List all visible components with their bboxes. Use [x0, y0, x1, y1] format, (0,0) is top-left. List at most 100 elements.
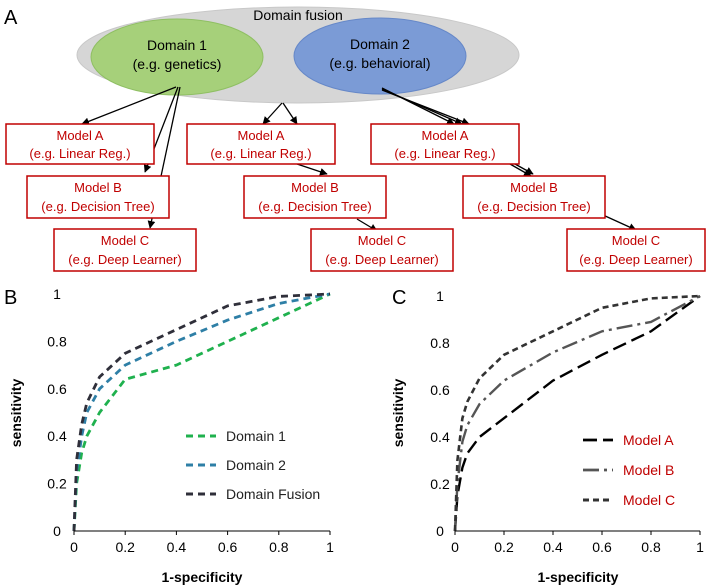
y-tick-label: 0.6	[47, 381, 67, 397]
x-tick-label: 0.2	[494, 539, 514, 555]
y-tick-label: 0.8	[47, 333, 67, 349]
x-tick-label: 0.2	[115, 539, 135, 555]
legend-label: Model A	[623, 432, 674, 448]
model-b-title: Model B	[510, 180, 558, 195]
chart-tick-group: 0 0.2 0.4 0.6 0.8 1 0 0.2 0.4 0.6 0.8 1	[47, 286, 334, 555]
series-line-model-b	[453, 294, 701, 532]
model-b-box-3: Model B (e.g. Decision Tree)	[462, 175, 606, 219]
panel-label-b: B	[4, 287, 17, 309]
model-a-box-1: Model A (e.g. Linear Reg.)	[5, 123, 155, 165]
model-c-box-2: Model C (e.g. Deep Learner)	[310, 228, 454, 272]
x-tick-label: 0	[70, 539, 78, 555]
x-tick-label: 1	[326, 539, 334, 555]
model-box-frame	[5, 123, 155, 165]
model-a-subtitle: (e.g. Linear Reg.)	[29, 146, 130, 161]
domain1-subtitle: (e.g. genetics)	[133, 56, 222, 72]
y-tick-label: 0	[436, 523, 444, 539]
model-a-title: Model A	[238, 128, 285, 143]
model-c-title: Model C	[101, 233, 149, 248]
y-tick-label: 0.8	[430, 335, 450, 351]
series-line-model-a	[453, 295, 701, 532]
model-c-box-3: Model C (e.g. Deep Learner)	[566, 228, 706, 272]
y-tick-label: 1	[53, 286, 61, 302]
arrow-fusion-model-a	[262, 102, 283, 125]
model-c-title: Model C	[612, 233, 660, 248]
y-tick-label: 0.4	[47, 428, 67, 444]
chart-legend: Domain 1 Domain 2 Domain Fusion	[186, 428, 320, 502]
x-tick-label: 0.4	[167, 539, 187, 555]
model-b-title: Model B	[74, 180, 122, 195]
model-box-frame	[53, 228, 197, 272]
x-tick-label: 0	[451, 539, 459, 555]
chart-tick-group: 0 0.2 0.4 0.6 0.8 1 0 0.2 0.4 0.6 0.8 1	[430, 288, 704, 555]
y-tick-label: 0.2	[47, 476, 67, 492]
model-c-subtitle: (e.g. Deep Learner)	[579, 252, 692, 267]
arrow-d2-model-b-2	[514, 163, 534, 175]
y-tick-label: 0	[53, 523, 61, 539]
x-tick-label: 0.6	[592, 539, 612, 555]
model-box-frame	[310, 228, 454, 272]
x-tick-label: 0.8	[641, 539, 661, 555]
panel-label-a: A	[4, 7, 18, 29]
arrow-d2-model-b	[509, 163, 532, 177]
x-tick-label: 1	[696, 539, 704, 555]
model-box-frame	[566, 228, 706, 272]
chart-series-group	[72, 292, 331, 532]
y-tick-label: 0.4	[430, 429, 450, 445]
y-tick-label: 0.6	[430, 382, 450, 398]
domain2-title: Domain 2	[350, 36, 410, 52]
model-a-subtitle: (e.g. Linear Reg.)	[394, 146, 495, 161]
model-box-frame	[186, 123, 336, 165]
model-a-title: Model A	[57, 128, 104, 143]
chart-series-group	[453, 294, 701, 532]
legend-label: Model B	[623, 462, 674, 478]
arrow-d2-model-a-3	[381, 89, 470, 126]
model-b-subtitle: (e.g. Decision Tree)	[477, 199, 590, 214]
x-axis-title: 1-specificity	[162, 569, 243, 585]
model-c-title: Model C	[358, 233, 406, 248]
series-line-domain-2	[72, 292, 331, 532]
legend-label: Domain Fusion	[226, 486, 320, 502]
series-line-model-c	[453, 294, 701, 532]
connector-arrows-fusion	[262, 102, 378, 232]
model-b-subtitle: (e.g. Decision Tree)	[41, 199, 154, 214]
model-box-frame	[243, 175, 387, 219]
model-c-box-1: Model C (e.g. Deep Learner)	[53, 228, 197, 272]
model-box-frame	[462, 175, 606, 219]
x-tick-label: 0.4	[543, 539, 563, 555]
legend-label: Model C	[623, 492, 675, 508]
model-box-frame	[26, 175, 170, 219]
arrow-fusion-model-a-2	[282, 102, 298, 125]
domain2-ellipse	[293, 17, 467, 95]
model-c-subtitle: (e.g. Deep Learner)	[68, 252, 181, 267]
model-b-subtitle: (e.g. Decision Tree)	[258, 199, 371, 214]
roc-chart-models: 0 0.2 0.4 0.6 0.8 1 0 0.2 0.4 0.6 0.8 1 1-specifici…	[390, 288, 704, 585]
domain1-title: Domain 1	[147, 37, 207, 53]
chart-legend: Model A Model B Model C	[583, 432, 675, 508]
roc-chart-domains: 0 0.2 0.4 0.6 0.8 1 0 0.2 0.4 0.6 0.8 1 1-specifici…	[8, 286, 334, 585]
x-tick-label: 0.6	[218, 539, 238, 555]
arrow-fusion-model-b	[296, 163, 328, 176]
series-line-domain-1	[72, 292, 331, 532]
y-tick-label: 1	[436, 288, 444, 304]
model-b-box-2: Model B (e.g. Decision Tree)	[243, 175, 387, 219]
legend-label: Domain 1	[226, 428, 286, 444]
x-tick-label: 0.8	[269, 539, 289, 555]
model-a-title: Model A	[422, 128, 469, 143]
y-tick-label: 0.2	[430, 476, 450, 492]
model-a-subtitle: (e.g. Linear Reg.)	[210, 146, 311, 161]
series-line-domain-fusion	[72, 292, 331, 532]
model-b-title: Model B	[291, 180, 339, 195]
model-b-box-1: Model B (e.g. Decision Tree)	[26, 175, 170, 219]
domain2-subtitle: (e.g. behavioral)	[329, 55, 430, 71]
x-axis-title: 1-specificity	[538, 569, 619, 585]
model-c-subtitle: (e.g. Deep Learner)	[325, 252, 438, 267]
arrow-d1-model-a	[81, 86, 177, 126]
legend-label: Domain 2	[226, 457, 286, 473]
y-axis-title: sensitivity	[8, 379, 24, 448]
domain1-ellipse	[90, 18, 264, 96]
domain-fusion-label: Domain fusion	[253, 7, 343, 23]
model-a-box-3: Model A (e.g. Linear Reg.)	[370, 123, 520, 165]
panel-label-c: C	[392, 287, 406, 309]
